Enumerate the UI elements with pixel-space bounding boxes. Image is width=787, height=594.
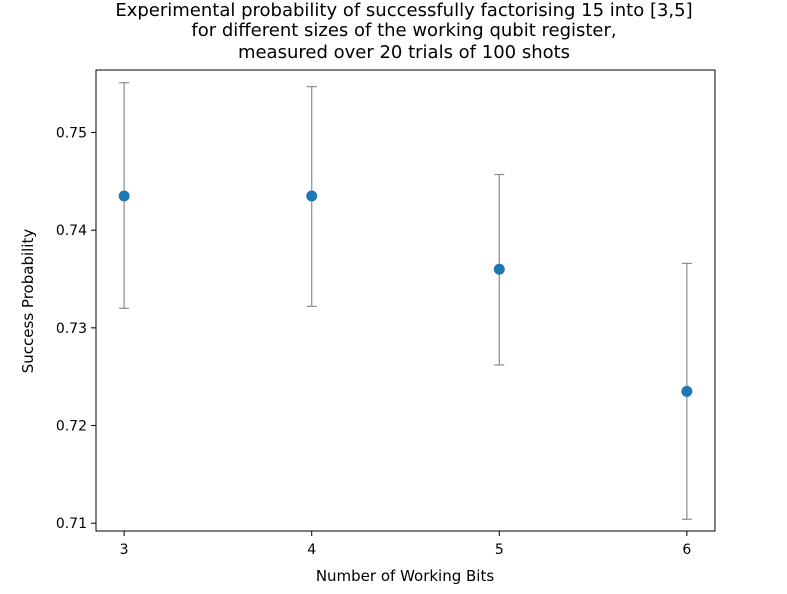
x-tick-label: 3 [120,542,129,558]
data-point [118,190,130,202]
data-points [118,190,693,397]
chart-title-line-1: Experimental probability of successfully… [115,0,692,21]
x-tick-label: 4 [307,542,316,558]
y-tick-label: 0.72 [56,419,87,435]
data-point [493,263,505,275]
y-tick-label: 0.74 [56,223,87,239]
y-tick-label: 0.75 [56,126,87,142]
x-axis-label: Number of Working Bits [316,567,495,585]
y-axis-ticks: 0.71 0.72 0.73 0.74 0.75 [56,126,96,532]
x-tick-label: 6 [682,542,691,558]
data-point [681,385,693,397]
y-axis-label: Success Probability [19,229,37,374]
x-axis-ticks: 3 4 5 6 [120,531,691,558]
error-bars [119,82,692,520]
x-tick-label: 5 [495,542,504,558]
y-tick-label: 0.73 [56,321,87,337]
chart-title-line-2: for different sizes of the working qubit… [191,20,616,41]
chart-title-line-3: measured over 20 trials of 100 shots [238,42,570,63]
data-point [306,190,318,202]
plot-area-frame [95,69,716,532]
chart-title: Experimental probability of successfully… [115,0,692,63]
y-tick-label: 0.71 [56,516,87,532]
